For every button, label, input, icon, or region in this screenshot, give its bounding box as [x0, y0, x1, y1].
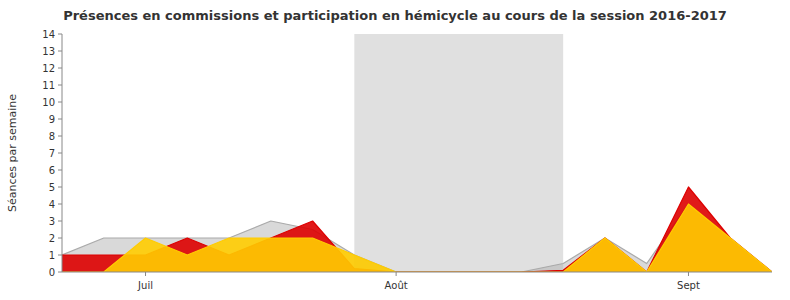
x-axis-line	[62, 272, 772, 273]
x-tick	[688, 272, 689, 276]
y-tick	[58, 238, 62, 239]
y-tick	[58, 34, 62, 35]
y-axis-label: Séances par semaine	[6, 94, 19, 212]
y-tick-label: 13	[42, 46, 55, 57]
y-tick	[58, 102, 62, 103]
y-tick-label: 1	[49, 250, 55, 261]
chart: Présences en commissions et participatio…	[0, 0, 790, 300]
y-tick-label: 10	[42, 97, 55, 108]
x-tick	[145, 272, 146, 276]
y-tick-label: 0	[49, 267, 55, 278]
y-tick-label: 9	[49, 114, 55, 125]
y-tick	[58, 136, 62, 137]
y-tick	[58, 51, 62, 52]
y-tick	[58, 204, 62, 205]
y-tick-label: 3	[49, 216, 55, 227]
shaded-span	[354, 34, 563, 272]
y-tick-label: 7	[49, 148, 55, 159]
y-tick	[58, 221, 62, 222]
y-tick	[58, 68, 62, 69]
y-tick	[58, 187, 62, 188]
y-tick-label: 12	[42, 63, 55, 74]
x-tick-label: Sept	[677, 280, 700, 291]
y-tick	[58, 170, 62, 171]
y-tick	[58, 153, 62, 154]
y-tick-label: 2	[49, 233, 55, 244]
y-tick	[58, 272, 62, 273]
y-tick-label: 11	[42, 80, 55, 91]
y-tick-label: 4	[49, 199, 55, 210]
area-line	[62, 204, 772, 272]
y-tick	[58, 119, 62, 120]
y-tick-label: 5	[49, 182, 55, 193]
plot-area	[62, 34, 772, 272]
x-tick	[396, 272, 397, 276]
area-line	[62, 187, 772, 272]
y-tick-label: 6	[49, 165, 55, 176]
y-tick-label: 8	[49, 131, 55, 142]
y-tick-label: 14	[42, 29, 55, 40]
y-tick	[58, 255, 62, 256]
y-tick	[58, 85, 62, 86]
area-fill	[62, 204, 772, 272]
x-tick-label: Août	[385, 280, 408, 291]
area-fill	[62, 187, 772, 272]
x-tick-label: Juil	[137, 280, 153, 291]
title: Présences en commissions et participatio…	[63, 8, 727, 23]
